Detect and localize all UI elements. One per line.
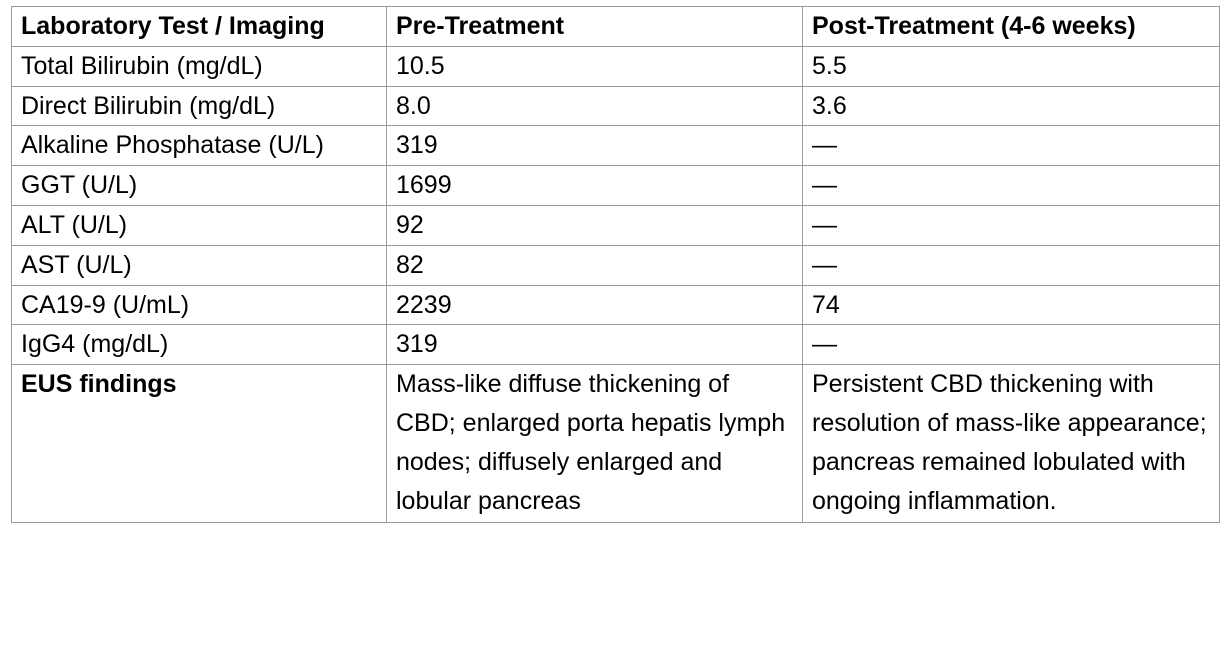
test-name-cell: AST (U/L): [11, 244, 387, 286]
pre-treatment-cell: Mass-like diffuse thickening of CBD; enl…: [386, 364, 803, 524]
table-row: Direct Bilirubin (mg/dL) 8.0 3.6: [11, 85, 1220, 127]
pre-treatment-cell: 92: [386, 204, 803, 246]
post-treatment-cell: —: [802, 324, 1220, 366]
test-name-cell: ALT (U/L): [11, 204, 387, 246]
table-header-row: Laboratory Test / Imaging Pre-Treatment …: [11, 6, 1220, 47]
test-name-cell: EUS findings: [11, 364, 387, 524]
header-post-treatment: Post-Treatment (4-6 weeks): [802, 6, 1220, 47]
table-row: ALT (U/L) 92 —: [11, 204, 1220, 246]
table-row: CA19-9 (U/mL) 2239 74: [11, 284, 1220, 326]
test-name-cell: Direct Bilirubin (mg/dL): [11, 85, 387, 127]
test-name-cell: CA19-9 (U/mL): [11, 284, 387, 326]
pre-treatment-cell: 10.5: [386, 45, 803, 87]
pre-treatment-cell: 319: [386, 324, 803, 366]
table-row: IgG4 (mg/dL) 319 —: [11, 324, 1220, 366]
table-row: Alkaline Phosphatase (U/L) 319 —: [11, 125, 1220, 167]
pre-treatment-cell: 8.0: [386, 85, 803, 127]
table-row: GGT (U/L) 1699 —: [11, 165, 1220, 206]
post-treatment-cell: Persistent CBD thickening with resolutio…: [802, 364, 1220, 524]
post-treatment-cell: —: [802, 204, 1220, 246]
post-treatment-cell: 5.5: [802, 45, 1220, 87]
header-pre-treatment: Pre-Treatment: [386, 6, 803, 47]
test-name-cell: GGT (U/L): [11, 165, 387, 206]
post-treatment-cell: —: [802, 165, 1220, 206]
test-name-cell: Total Bilirubin (mg/dL): [11, 45, 387, 87]
post-treatment-cell: —: [802, 125, 1220, 167]
pre-treatment-cell: 82: [386, 244, 803, 286]
post-treatment-cell: 3.6: [802, 85, 1220, 127]
post-treatment-cell: 74: [802, 284, 1220, 326]
lab-results-table: Laboratory Test / Imaging Pre-Treatment …: [11, 6, 1220, 524]
post-treatment-cell: —: [802, 244, 1220, 286]
table-row: Total Bilirubin (mg/dL) 10.5 5.5: [11, 45, 1220, 87]
table-row-eus-findings: EUS findings Mass-like diffuse thickenin…: [11, 364, 1220, 524]
test-name-cell: Alkaline Phosphatase (U/L): [11, 125, 387, 167]
header-test: Laboratory Test / Imaging: [11, 6, 387, 47]
test-name-cell: IgG4 (mg/dL): [11, 324, 387, 366]
pre-treatment-cell: 1699: [386, 165, 803, 206]
table-row: AST (U/L) 82 —: [11, 244, 1220, 286]
pre-treatment-cell: 319: [386, 125, 803, 167]
pre-treatment-cell: 2239: [386, 284, 803, 326]
